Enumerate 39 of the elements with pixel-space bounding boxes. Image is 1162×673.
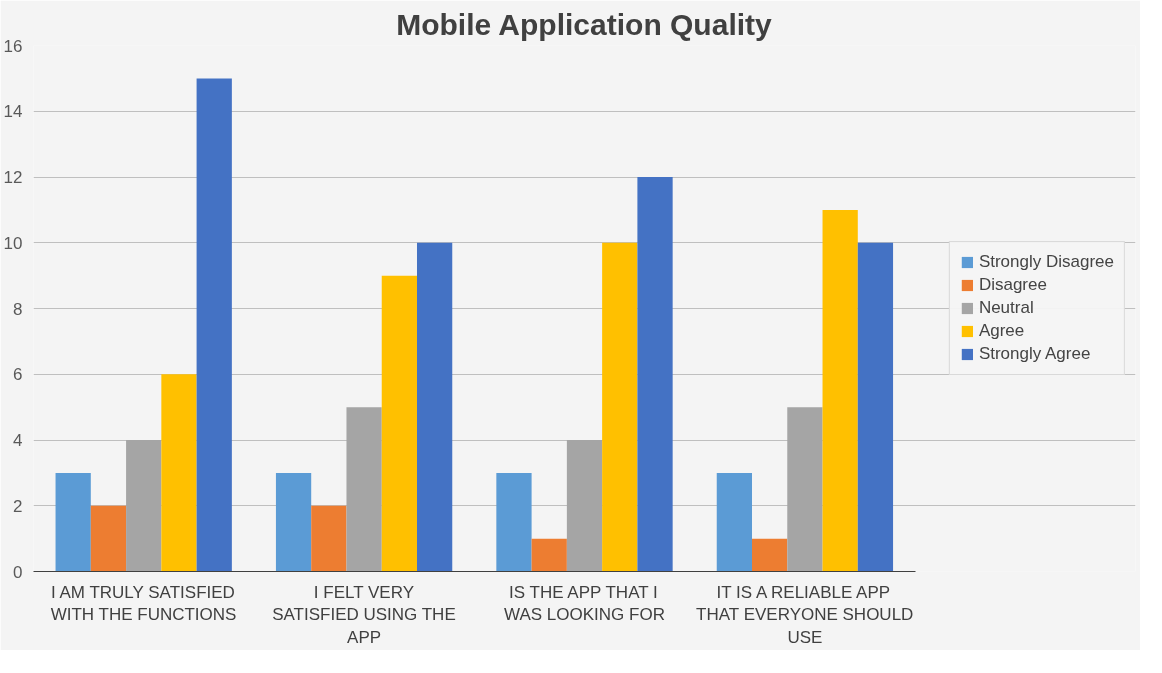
x-tick-label: IS THE APP THAT I WAS LOOKING FOR — [504, 582, 665, 625]
y-tick-label: 16 — [3, 36, 23, 56]
bar — [752, 538, 788, 572]
bar — [311, 505, 347, 572]
bar — [417, 242, 453, 572]
legend-label: Strongly Disagree — [978, 252, 1114, 272]
legend-label: Neutral — [978, 298, 1034, 318]
y-tick-label: 0 — [13, 562, 23, 582]
bar — [381, 275, 417, 572]
y-tick-label: 4 — [13, 431, 23, 450]
bar — [531, 538, 567, 572]
bar — [602, 242, 638, 572]
bar — [126, 440, 162, 572]
legend-label: Disagree — [978, 275, 1047, 295]
x-tick-label: IT IS A RELIABLE APP THAT EVERYONE SHOULD USE — [696, 582, 914, 648]
bar — [346, 407, 382, 572]
bar — [637, 177, 673, 572]
bar — [161, 374, 197, 572]
bar — [275, 472, 312, 572]
x-tick-label: I FELT VERY SATISFIED USING THE APP — [272, 582, 456, 648]
bar — [90, 505, 127, 572]
bar — [196, 78, 232, 572]
y-tick-label: 6 — [13, 365, 23, 385]
legend-label: Strongly Agree — [978, 344, 1091, 364]
bar — [822, 209, 858, 572]
bar — [857, 242, 894, 572]
x-tick-label: I AM TRULY SATISFIED WITH THE FUNCTIONS — [50, 582, 237, 625]
y-tick-label: 2 — [13, 496, 23, 516]
bar — [787, 407, 823, 572]
y-tick-label: 8 — [13, 299, 23, 319]
bar — [566, 440, 603, 572]
y-tick-label: 12 — [3, 168, 23, 187]
chart-title: Mobile Application Quality — [396, 7, 773, 41]
y-tick-label: 14 — [3, 102, 23, 122]
bar — [716, 472, 752, 572]
y-tick-label: 10 — [3, 233, 23, 253]
bar — [55, 472, 91, 572]
bar — [496, 472, 532, 572]
legend-label: Agree — [978, 321, 1025, 341]
